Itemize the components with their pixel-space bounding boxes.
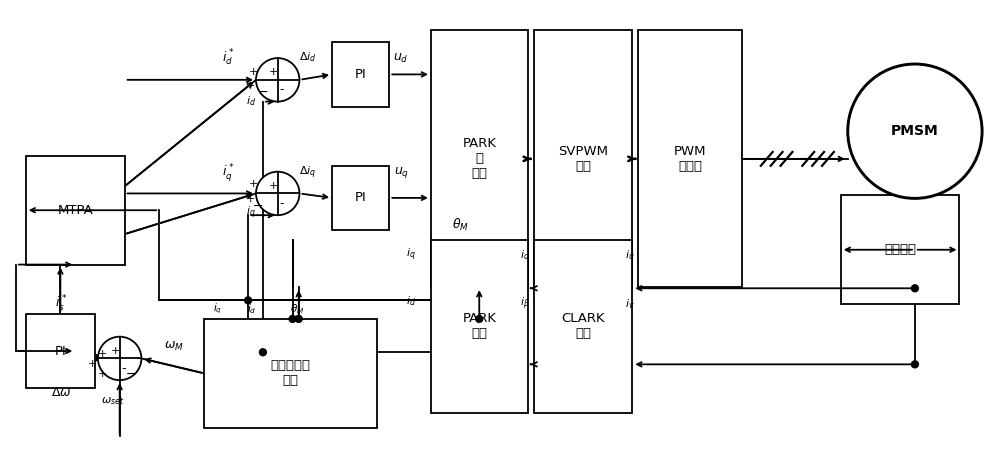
Text: $u_d$: $u_d$	[393, 51, 409, 65]
Text: $\theta_M$: $\theta_M$	[452, 217, 469, 233]
Bar	[332, 42, 389, 106]
Text: $\Delta i_d$: $\Delta i_d$	[299, 50, 316, 64]
Circle shape	[256, 58, 299, 101]
Bar	[332, 166, 389, 230]
Text: $i_d$: $i_d$	[247, 302, 257, 316]
Circle shape	[848, 64, 982, 198]
Text: $\Delta\omega$: $\Delta\omega$	[51, 386, 72, 399]
Text: $i_\beta$: $i_\beta$	[520, 296, 530, 312]
Text: MTPA: MTPA	[57, 204, 93, 217]
Text: PI: PI	[355, 191, 367, 204]
Bar	[638, 30, 742, 287]
Text: $+$: $+$	[248, 178, 258, 189]
Circle shape	[245, 297, 252, 304]
Text: $\omega_M$: $\omega_M$	[164, 340, 184, 353]
Bar	[204, 319, 377, 428]
Text: $+$: $+$	[248, 67, 258, 78]
Text: $i_u$: $i_u$	[625, 248, 634, 262]
Circle shape	[911, 361, 918, 368]
Text: $u_q$: $u_q$	[394, 165, 409, 180]
Text: $i_d$: $i_d$	[406, 294, 416, 308]
Text: $i_d^*$: $i_d^*$	[222, 48, 235, 68]
Text: PARK
变换: PARK 变换	[462, 312, 496, 340]
Text: $i_q^*$: $i_q^*$	[222, 162, 235, 184]
Text: CLARK
变换: CLARK 变换	[561, 312, 605, 340]
Text: +: +	[111, 346, 120, 356]
Text: $i_q$: $i_q$	[406, 246, 416, 263]
Circle shape	[911, 285, 918, 292]
Circle shape	[476, 315, 483, 322]
Text: PWM
逆变器: PWM 逆变器	[674, 145, 706, 173]
Text: -: -	[279, 83, 284, 96]
Text: $\theta_M$: $\theta_M$	[290, 302, 305, 316]
Bar	[26, 156, 125, 264]
Bar	[431, 240, 528, 413]
Text: $+$: $+$	[97, 348, 107, 359]
Text: +: +	[245, 81, 255, 91]
Text: SVPWM
计算: SVPWM 计算	[558, 145, 608, 173]
Text: $i_v$: $i_v$	[625, 297, 634, 311]
Text: -: -	[121, 362, 126, 375]
Text: $\omega_{set}$: $\omega_{set}$	[101, 395, 124, 407]
Text: 位置及转速
估算: 位置及转速 估算	[270, 359, 310, 387]
Text: $i_d$: $i_d$	[246, 95, 256, 108]
Circle shape	[289, 315, 296, 322]
Text: $i_s^*$: $i_s^*$	[55, 294, 68, 314]
Text: $-$: $-$	[125, 367, 136, 380]
Text: $i_\alpha$: $i_\alpha$	[520, 248, 530, 262]
Circle shape	[295, 315, 302, 322]
Text: 负载转矩: 负载转矩	[884, 243, 916, 256]
Text: PARK
逆
变换: PARK 逆 变换	[462, 137, 496, 180]
Circle shape	[98, 337, 141, 380]
Bar	[26, 314, 95, 388]
Bar	[534, 240, 632, 413]
Circle shape	[256, 172, 299, 215]
Text: $-$: $-$	[257, 85, 268, 98]
Text: +: +	[87, 359, 97, 369]
Bar	[841, 196, 959, 304]
Text: $\Delta i_q$: $\Delta i_q$	[299, 164, 316, 181]
Text: $+$: $+$	[97, 368, 107, 379]
Text: PMSM: PMSM	[891, 124, 939, 138]
Text: +: +	[269, 67, 278, 77]
Text: $i_q$: $i_q$	[213, 302, 222, 316]
Bar	[431, 30, 528, 287]
Text: PI: PI	[55, 345, 66, 358]
Text: $-$: $-$	[252, 199, 264, 212]
Text: +: +	[245, 194, 255, 204]
Text: +: +	[269, 180, 278, 190]
Text: $i_q$: $i_q$	[246, 205, 256, 221]
Circle shape	[259, 349, 266, 356]
Text: PI: PI	[355, 68, 367, 81]
Bar	[534, 30, 632, 287]
Text: -: -	[279, 197, 284, 210]
